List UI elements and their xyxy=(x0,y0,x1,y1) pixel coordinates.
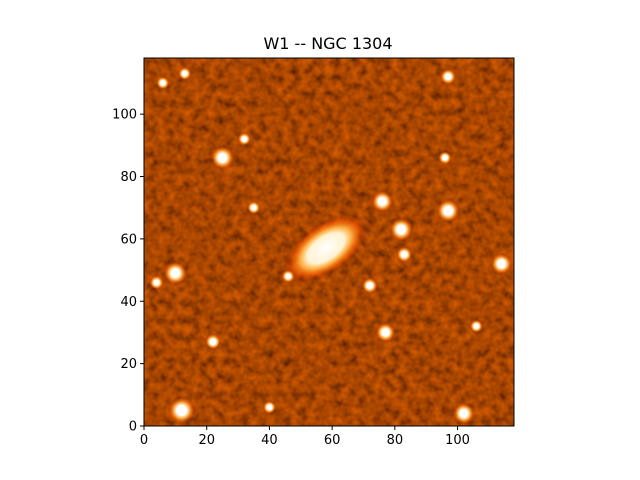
x-tick-label: 0 xyxy=(140,433,148,448)
star-source xyxy=(149,275,165,291)
galaxy-ngc1304 xyxy=(284,214,368,283)
x-tick-label: 80 xyxy=(387,433,404,448)
star-source xyxy=(167,396,196,425)
x-tick-label: 60 xyxy=(324,433,341,448)
star-source xyxy=(437,150,453,165)
star-source xyxy=(435,198,461,224)
star-source xyxy=(452,402,476,425)
star-source xyxy=(163,260,188,286)
star-source xyxy=(439,68,457,86)
star-source xyxy=(395,246,413,263)
star-source xyxy=(155,75,170,91)
plot-title: W1 -- NGC 1304 xyxy=(263,34,392,53)
x-tick-label: 40 xyxy=(261,433,278,448)
star-source xyxy=(469,319,484,334)
star-source xyxy=(177,66,192,81)
star-source xyxy=(281,269,296,284)
y-tick-label: 100 xyxy=(112,108,137,123)
y-tick-label: 0 xyxy=(129,420,137,435)
x-tick-label: 20 xyxy=(198,433,215,448)
plot-frame xyxy=(143,57,515,427)
star-source xyxy=(361,277,379,295)
star-source xyxy=(375,322,396,343)
star-source xyxy=(371,190,394,213)
y-tick-label: 40 xyxy=(120,295,137,310)
y-tick-label: 80 xyxy=(120,170,137,185)
star-source xyxy=(490,252,513,276)
image-area xyxy=(144,58,514,426)
y-axis-ticks: 0 20 40 60 80 100 xyxy=(112,108,144,435)
star-source xyxy=(388,217,414,242)
star-source xyxy=(210,145,235,171)
sources-layer xyxy=(149,66,513,425)
x-tick-label: 100 xyxy=(445,433,470,448)
x-axis-ticks: 0 20 40 60 80 100 xyxy=(140,426,470,448)
y-tick-label: 60 xyxy=(120,232,137,247)
y-tick-label: 20 xyxy=(120,357,137,372)
star-source xyxy=(262,400,277,415)
star-source xyxy=(237,132,252,147)
star-source xyxy=(246,200,261,215)
star-source xyxy=(204,333,222,351)
